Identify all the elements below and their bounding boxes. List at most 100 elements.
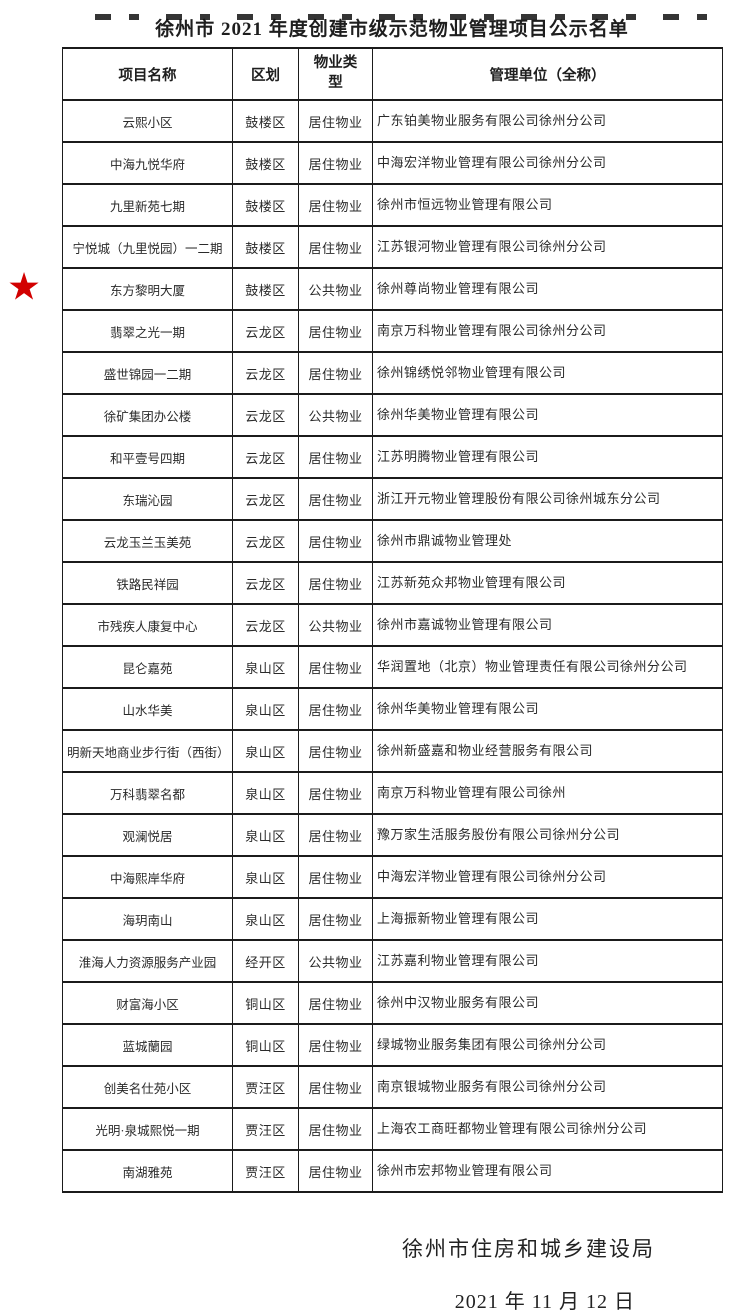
management-unit-cell: 广东铂美物业服务有限公司徐州分公司 bbox=[372, 99, 723, 143]
property-type-cell: 居住物业 bbox=[298, 477, 373, 521]
table-row: ★ 东方黎明大厦 鼓楼区 公共物业 徐州尊尚物业管理有限公司 bbox=[7, 267, 723, 311]
table-row: 创美名仕苑小区 贾汪区 居住物业 南京银城物业服务有限公司徐州分公司 bbox=[62, 1065, 723, 1109]
table-row: 翡翠之光一期 云龙区 居住物业 南京万科物业管理有限公司徐州分公司 bbox=[62, 309, 723, 353]
table-row: 蓝城蘭园 铜山区 居住物业 绿城物业服务集团有限公司徐州分公司 bbox=[62, 1023, 723, 1067]
district-cell: 鼓楼区 bbox=[232, 99, 299, 143]
management-unit-cell: 徐州华美物业管理有限公司 bbox=[372, 687, 723, 731]
table-row: 南湖雅苑 贾汪区 居住物业 徐州市宏邦物业管理有限公司 bbox=[62, 1149, 723, 1193]
header-row: 项目名称 区划 物业类型 管理单位（全称） bbox=[62, 47, 723, 101]
table-row: 光明·泉城熙悦一期 贾汪区 居住物业 上海农工商旺都物业管理有限公司徐州分公司 bbox=[62, 1107, 723, 1151]
property-type-cell: 居住物业 bbox=[298, 645, 373, 689]
property-type-cell: 居住物业 bbox=[298, 99, 373, 143]
star-icon: ★ bbox=[7, 266, 42, 309]
property-type-cell: 公共物业 bbox=[298, 267, 373, 311]
management-unit-cell: 南京银城物业服务有限公司徐州分公司 bbox=[372, 1065, 723, 1109]
project-name-cell: 徐矿集团办公楼 bbox=[103, 409, 192, 424]
management-unit-cell: 南京万科物业管理有限公司徐州 bbox=[372, 771, 723, 815]
table-row: 中海九悦华府 鼓楼区 居住物业 中海宏洋物业管理有限公司徐州分公司 bbox=[62, 141, 723, 185]
header-property-type-label: 物业类型 bbox=[313, 55, 358, 91]
management-unit-cell: 徐州尊尚物业管理有限公司 bbox=[372, 267, 723, 311]
district-cell: 云龙区 bbox=[232, 393, 299, 437]
project-name-cell: 铁路民祥园 bbox=[116, 577, 179, 592]
management-unit-cell: 徐州华美物业管理有限公司 bbox=[372, 393, 723, 437]
property-type-cell: 居住物业 bbox=[298, 183, 373, 227]
management-unit-cell: 徐州市宏邦物业管理有限公司 bbox=[372, 1149, 723, 1193]
district-cell: 鼓楼区 bbox=[232, 141, 299, 185]
table-row: 观澜悦居 泉山区 居住物业 豫万家生活服务股份有限公司徐州分公司 bbox=[62, 813, 723, 857]
property-type-cell: 居住物业 bbox=[298, 1065, 373, 1109]
management-unit-cell: 绿城物业服务集团有限公司徐州分公司 bbox=[372, 1023, 723, 1067]
management-unit-cell: 南京万科物业管理有限公司徐州分公司 bbox=[372, 309, 723, 353]
property-type-cell: 居住物业 bbox=[298, 141, 373, 185]
project-name-cell: 明新天地商业步行街（西街） bbox=[67, 745, 230, 760]
management-unit-cell: 上海振新物业管理有限公司 bbox=[372, 897, 723, 941]
district-cell: 云龙区 bbox=[232, 519, 299, 563]
management-unit-cell: 中海宏洋物业管理有限公司徐州分公司 bbox=[372, 855, 723, 899]
property-type-cell: 公共物业 bbox=[298, 939, 373, 983]
district-cell: 泉山区 bbox=[232, 897, 299, 941]
project-name-cell: 云龙玉兰玉美苑 bbox=[103, 535, 192, 550]
project-name-cell: 海玥南山 bbox=[122, 913, 173, 928]
management-unit-cell: 江苏明腾物业管理有限公司 bbox=[372, 435, 723, 479]
property-type-cell: 居住物业 bbox=[298, 435, 373, 479]
property-type-cell: 居住物业 bbox=[298, 813, 373, 857]
project-name-cell: 财富海小区 bbox=[116, 997, 179, 1012]
management-unit-cell: 徐州市恒远物业管理有限公司 bbox=[372, 183, 723, 227]
project-name-cell: 盛世锦园一二期 bbox=[103, 367, 192, 382]
district-cell: 鼓楼区 bbox=[232, 225, 299, 269]
property-type-cell: 居住物业 bbox=[298, 855, 373, 899]
table-row: 万科翡翠名都 泉山区 居住物业 南京万科物业管理有限公司徐州 bbox=[62, 771, 723, 815]
table-row: 淮海人力资源服务产业园 经开区 公共物业 江苏嘉利物业管理有限公司 bbox=[62, 939, 723, 983]
management-unit-cell: 徐州中汉物业服务有限公司 bbox=[372, 981, 723, 1025]
header-property-type: 物业类型 bbox=[298, 47, 373, 101]
projects-table: 项目名称 区划 物业类型 管理单位（全称） 云熙小区 鼓楼区 居住物业 广东铂美… bbox=[7, 47, 723, 1193]
table-row: 海玥南山 泉山区 居住物业 上海振新物业管理有限公司 bbox=[62, 897, 723, 941]
project-name-cell: 东方黎明大厦 bbox=[109, 283, 185, 298]
project-name-cell: 南湖雅苑 bbox=[122, 1165, 173, 1180]
property-type-cell: 居住物业 bbox=[298, 981, 373, 1025]
table-header: 项目名称 区划 物业类型 管理单位（全称） bbox=[62, 47, 723, 101]
district-cell: 云龙区 bbox=[232, 435, 299, 479]
management-unit-cell: 徐州新盛嘉和物业经营服务有限公司 bbox=[372, 729, 723, 773]
property-type-cell: 居住物业 bbox=[298, 1023, 373, 1067]
district-cell: 贾汪区 bbox=[232, 1065, 299, 1109]
district-cell: 云龙区 bbox=[232, 477, 299, 521]
project-name-cell: 中海九悦华府 bbox=[109, 157, 185, 172]
district-cell: 贾汪区 bbox=[232, 1107, 299, 1151]
scan-artifact bbox=[95, 14, 707, 20]
table-row: 市残疾人康复中心 云龙区 公共物业 徐州市嘉诚物业管理有限公司 bbox=[62, 603, 723, 647]
table-row: 昆仑嘉苑 泉山区 居住物业 华润置地（北京）物业管理责任有限公司徐州分公司 bbox=[62, 645, 723, 689]
table-row: 徐矿集团办公楼 云龙区 公共物业 徐州华美物业管理有限公司 bbox=[62, 393, 723, 437]
table-row: 和平壹号四期 云龙区 居住物业 江苏明腾物业管理有限公司 bbox=[62, 435, 723, 479]
district-cell: 鼓楼区 bbox=[232, 183, 299, 227]
table-row: 明新天地商业步行街（西街） 泉山区 居住物业 徐州新盛嘉和物业经营服务有限公司 bbox=[62, 729, 723, 773]
property-type-cell: 居住物业 bbox=[298, 225, 373, 269]
table-row: 云熙小区 鼓楼区 居住物业 广东铂美物业服务有限公司徐州分公司 bbox=[62, 99, 723, 143]
property-type-cell: 居住物业 bbox=[298, 561, 373, 605]
district-cell: 贾汪区 bbox=[232, 1149, 299, 1193]
project-name-cell: 蓝城蘭园 bbox=[122, 1039, 173, 1054]
management-unit-cell: 上海农工商旺都物业管理有限公司徐州分公司 bbox=[372, 1107, 723, 1151]
project-name-cell: 云熙小区 bbox=[122, 115, 173, 130]
management-unit-cell: 华润置地（北京）物业管理责任有限公司徐州分公司 bbox=[372, 645, 723, 689]
property-type-cell: 居住物业 bbox=[298, 771, 373, 815]
property-type-cell: 公共物业 bbox=[298, 393, 373, 437]
issue-date: 2021 年 11 月 12 日 bbox=[454, 1291, 635, 1313]
header-project-name: 项目名称 bbox=[62, 47, 233, 101]
table-row: 中海熙岸华府 泉山区 居住物业 中海宏洋物业管理有限公司徐州分公司 bbox=[62, 855, 723, 899]
table-row: 山水华美 泉山区 居住物业 徐州华美物业管理有限公司 bbox=[62, 687, 723, 731]
header-district: 区划 bbox=[232, 47, 299, 101]
property-type-cell: 居住物业 bbox=[298, 309, 373, 353]
management-unit-cell: 徐州锦绣悦邻物业管理有限公司 bbox=[372, 351, 723, 395]
district-cell: 泉山区 bbox=[232, 771, 299, 815]
property-type-cell: 居住物业 bbox=[298, 519, 373, 563]
project-name-cell: 市残疾人康复中心 bbox=[97, 619, 198, 634]
project-name-cell: 淮海人力资源服务产业园 bbox=[78, 955, 217, 970]
district-cell: 经开区 bbox=[232, 939, 299, 983]
project-name-cell: 观澜悦居 bbox=[122, 829, 173, 844]
management-unit-cell: 浙江开元物业管理股份有限公司徐州城东分公司 bbox=[372, 477, 723, 521]
project-name-cell: 东瑞沁园 bbox=[122, 493, 173, 508]
project-name-cell: 翡翠之光一期 bbox=[109, 325, 185, 340]
management-unit-cell: 中海宏洋物业管理有限公司徐州分公司 bbox=[372, 141, 723, 185]
management-unit-cell: 江苏银河物业管理有限公司徐州分公司 bbox=[372, 225, 723, 269]
